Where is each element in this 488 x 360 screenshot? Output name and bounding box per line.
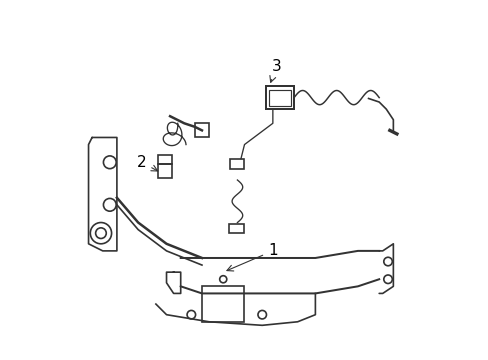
Bar [230, 159, 244, 169]
Bar [195, 123, 209, 138]
Text: 1: 1 [226, 243, 277, 271]
Bar [157, 155, 171, 164]
Bar [269, 90, 290, 105]
Text: 2: 2 [137, 155, 157, 171]
Text: 3: 3 [269, 59, 281, 82]
Bar [157, 164, 171, 178]
Bar [228, 224, 244, 233]
Bar [265, 86, 293, 109]
